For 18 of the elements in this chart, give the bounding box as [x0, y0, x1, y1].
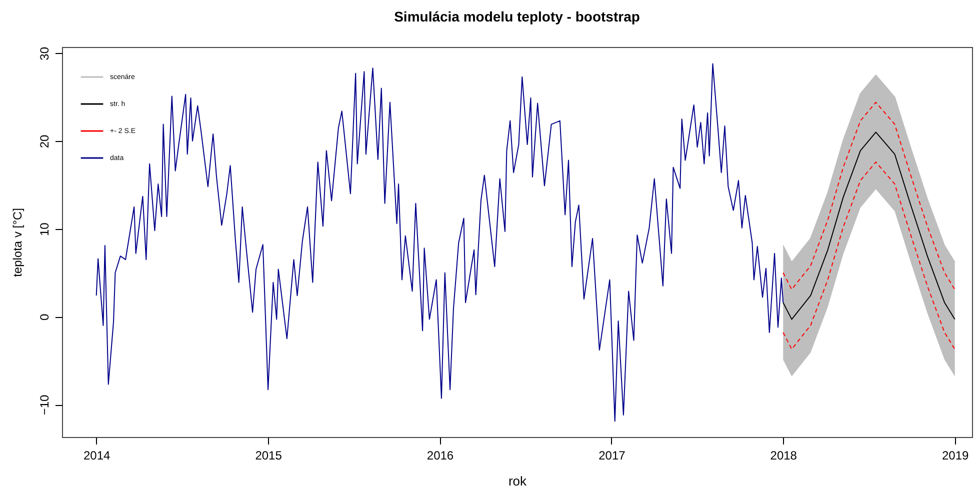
y-tick-label: 30 [38, 46, 52, 60]
line-series [782, 102, 956, 290]
y-tick-label: 0 [38, 314, 52, 321]
y-tick-label: −10 [38, 394, 52, 416]
x-tick-label: 2015 [255, 448, 282, 462]
y-tick-label: 10 [38, 222, 52, 236]
line-series [96, 63, 784, 422]
line-series [782, 132, 956, 320]
x-tick-label: 2019 [942, 448, 969, 462]
y-axis-title: teplota v [°C] [10, 208, 24, 277]
x-tick-label: 2016 [426, 448, 454, 462]
x-tick-label: 2018 [770, 448, 798, 462]
x-axis-title: rok [508, 474, 528, 488]
line-series [782, 162, 956, 350]
x-tick-label: 2017 [598, 448, 626, 462]
x-tick-label: 2014 [83, 448, 111, 462]
chart-title: Simulácia modelu teploty - bootstrap [394, 8, 640, 24]
y-tick-label: 20 [38, 134, 52, 148]
